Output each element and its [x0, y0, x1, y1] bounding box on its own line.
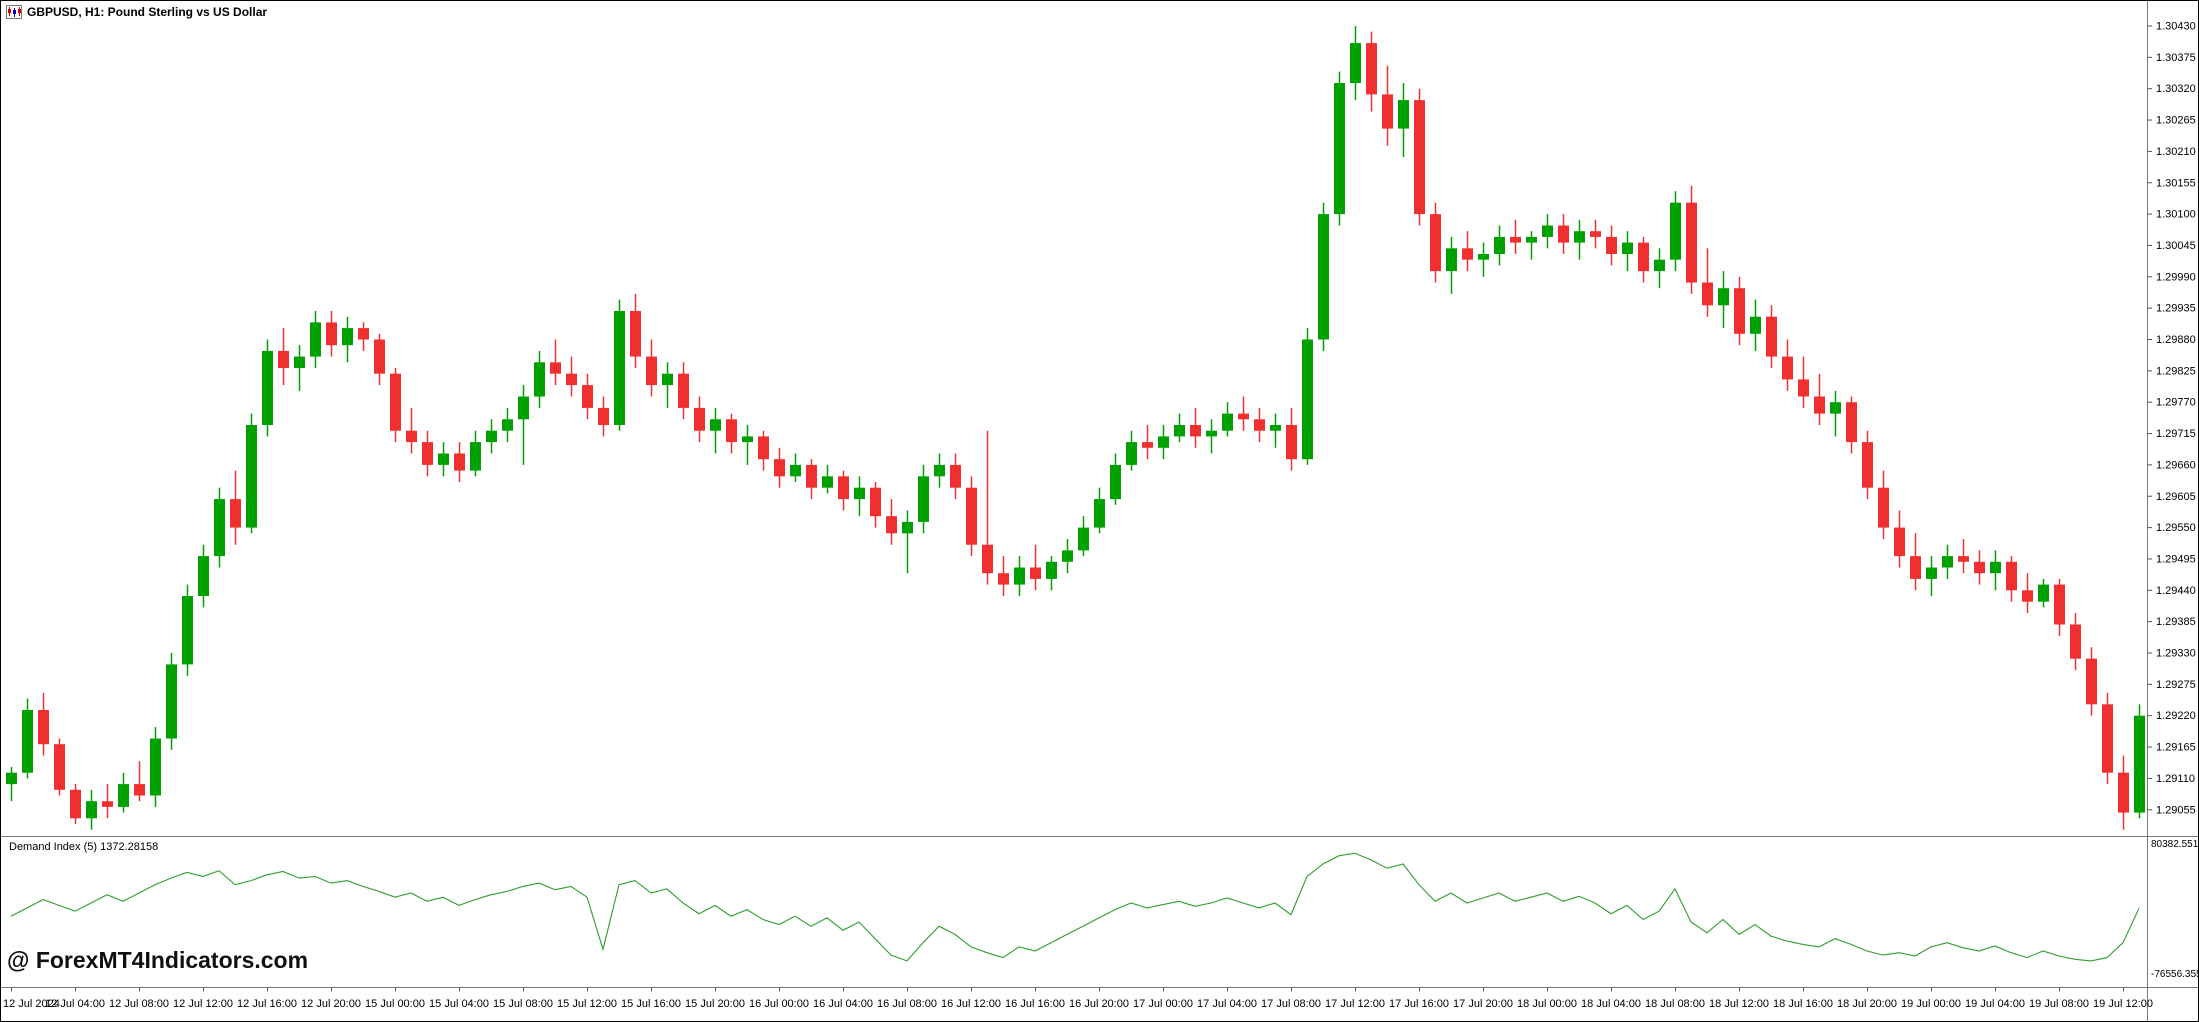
price-axis-label: 1.29990: [2156, 271, 2196, 283]
time-axis-label: 16 Jul 04:00: [813, 998, 873, 1010]
price-axis-label: 1.29330: [2156, 648, 2196, 660]
price-axis-label: 1.29935: [2156, 303, 2196, 315]
time-axis-label: 15 Jul 08:00: [493, 998, 553, 1010]
time-axis-label: 18 Jul 12:00: [1709, 998, 1769, 1010]
time-axis-label: 15 Jul 16:00: [621, 998, 681, 1010]
chart-icon: [6, 5, 22, 19]
time-axis-label: 15 Jul 12:00: [557, 998, 617, 1010]
time-axis-label: 12 Jul 08:00: [109, 998, 169, 1010]
time-axis-label: 12 Jul 04:00: [45, 998, 105, 1010]
time-axis-label: 17 Jul 12:00: [1325, 998, 1385, 1010]
price-axis-label: 1.29715: [2156, 428, 2196, 440]
price-axis-label: 1.29550: [2156, 522, 2196, 534]
price-axis-label: 1.29055: [2156, 804, 2196, 816]
time-axis-label: 12 Jul 12:00: [173, 998, 233, 1010]
time-axis-label: 17 Jul 16:00: [1389, 998, 1449, 1010]
time-axis-label: 18 Jul 08:00: [1645, 998, 1705, 1010]
time-axis-label: 18 Jul 04:00: [1581, 998, 1641, 1010]
time-axis-label: 12 Jul 16:00: [237, 998, 297, 1010]
price-axis-label: 1.29770: [2156, 397, 2196, 409]
price-axis-label: 1.29495: [2156, 553, 2196, 565]
time-axis-label: 12 Jul 2024: [3, 998, 60, 1010]
price-axis-label: 1.30375: [2156, 52, 2196, 64]
price-axis-label: 1.30210: [2156, 146, 2196, 158]
time-axis-label: 16 Jul 16:00: [1005, 998, 1065, 1010]
price-axis-label: 1.29440: [2156, 585, 2196, 597]
indicator-title: Demand Index (5) 1372.28158: [9, 841, 159, 853]
price-axis-label: 1.29165: [2156, 742, 2196, 754]
chart-title: GBPUSD, H1: Pound Sterling vs US Dollar: [27, 5, 268, 19]
price-axis-label: 1.29880: [2156, 334, 2196, 346]
indicator-axis-max: 80382.5514: [2151, 839, 2199, 850]
time-axis-label: 19 Jul 00:00: [1901, 998, 1961, 1010]
time-axis-label: 16 Jul 00:00: [749, 998, 809, 1010]
price-axis-label: 1.29825: [2156, 365, 2196, 377]
chart-title-bar: GBPUSD, H1: Pound Sterling vs US Dollar: [6, 5, 267, 19]
time-axis-label: 17 Jul 08:00: [1261, 998, 1321, 1010]
watermark: @ ForexMT4Indicators.com: [7, 947, 309, 973]
time-axis-label: 18 Jul 20:00: [1837, 998, 1897, 1010]
time-axis-label: 19 Jul 04:00: [1965, 998, 2025, 1010]
time-axis-label: 16 Jul 08:00: [877, 998, 937, 1010]
time-axis-label: 17 Jul 20:00: [1453, 998, 1513, 1010]
indicator-axis[interactable]: 80382.5514 -76556.355: [2151, 839, 2199, 980]
price-axis-label: 1.29110: [2156, 773, 2195, 785]
price-axis-label: 1.29605: [2156, 491, 2196, 503]
time-axis-label: 18 Jul 00:00: [1517, 998, 1577, 1010]
price-axis-label: 1.29275: [2156, 679, 2196, 691]
time-axis-label: 15 Jul 04:00: [429, 998, 489, 1010]
price-axis-label: 1.29220: [2156, 710, 2196, 722]
time-axis-label: 17 Jul 00:00: [1133, 998, 1193, 1010]
time-axis-label: 16 Jul 12:00: [941, 998, 1001, 1010]
time-axis-label: 16 Jul 20:00: [1069, 998, 1129, 1010]
price-axis-label: 1.29385: [2156, 616, 2196, 628]
time-axis-label: 15 Jul 00:00: [365, 998, 425, 1010]
time-axis-label: 17 Jul 04:00: [1197, 998, 1257, 1010]
time-axis-label: 19 Jul 12:00: [2093, 998, 2153, 1010]
price-axis[interactable]: 1.30430 1.30375 1.30320 1.30265 1.30210 1.301…: [2147, 21, 2196, 817]
price-axis-label: 1.30320: [2156, 83, 2196, 95]
time-axis-label: 12 Jul 20:00: [301, 998, 361, 1010]
price-axis-label: 1.30045: [2156, 240, 2196, 252]
price-axis-label: 1.30265: [2156, 115, 2196, 127]
time-axis-label: 15 Jul 20:00: [685, 998, 745, 1010]
time-axis-label: 19 Jul 08:00: [2029, 998, 2089, 1010]
price-axis-label: 1.29660: [2156, 459, 2196, 471]
price-axis-label: 1.30430: [2156, 21, 2196, 33]
candles-layer: [6, 26, 2145, 830]
price-axis-label: 1.30155: [2156, 177, 2196, 189]
time-axis-label: 18 Jul 16:00: [1773, 998, 1833, 1010]
indicator-axis-min: -76556.355: [2151, 969, 2199, 980]
demand-index-line: [10, 852, 2140, 962]
price-axis-label: 1.30100: [2156, 209, 2196, 221]
